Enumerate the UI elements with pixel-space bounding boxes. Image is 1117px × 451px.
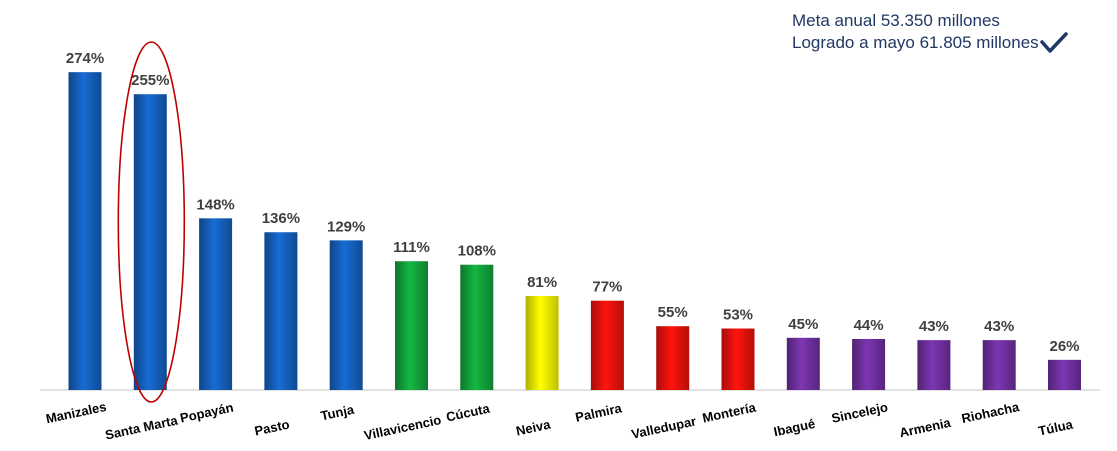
data-label: 43% (919, 318, 949, 335)
achieved-line: Logrado a mayo 61.805 millones (792, 32, 1112, 54)
goal-annotation: Meta anual 53.350 millones Logrado a may… (792, 10, 1112, 54)
bar-valledupar (656, 326, 690, 390)
achieved-text: Logrado a mayo 61.805 millones (792, 33, 1039, 52)
bar-riohacha (982, 340, 1016, 390)
data-label: 55% (658, 304, 688, 321)
bar-armenia (917, 340, 951, 390)
data-label: 274% (66, 50, 104, 67)
highlight-ellipse (117, 41, 186, 403)
data-label: 81% (527, 274, 557, 291)
category-tick-label: Manizales (44, 399, 107, 426)
bar-sincelejo (852, 338, 886, 390)
category-tick-label: Ibagué (772, 416, 816, 439)
bar-santa-marta (133, 94, 167, 390)
annual-goal-text: Meta anual 53.350 millones (792, 11, 1000, 30)
data-label: 255% (131, 72, 169, 89)
data-label: 129% (327, 218, 365, 235)
data-label: 44% (854, 317, 884, 334)
category-tick-label: Pasto (253, 417, 291, 439)
bar-popay-n (199, 218, 233, 390)
category-tick-label: Cúcuta (445, 401, 492, 425)
category-tick-label: Popayán (179, 400, 235, 426)
check-icon (1039, 32, 1068, 53)
category-tick-label: Túlua (1037, 416, 1075, 438)
category-tick-label: Neiva (515, 416, 553, 438)
bar-neiva (525, 296, 559, 390)
data-label: 26% (1049, 338, 1079, 355)
bar-tunja (329, 240, 363, 390)
data-label: 53% (723, 307, 753, 324)
category-tick-label: Montería (701, 399, 758, 425)
bar-villavicencio (395, 261, 428, 390)
data-label: 111% (393, 239, 430, 256)
category-tick-label: Armenia (898, 415, 953, 441)
data-label: 148% (196, 196, 234, 213)
category-tick-label: Sincelejo (830, 399, 889, 426)
category-tick-label: Valledupar (630, 413, 697, 441)
data-label: 77% (592, 279, 622, 296)
category-tick-label: Santa Marta (104, 412, 180, 442)
bar-pasto (264, 232, 298, 390)
category-tick-label: Riohacha (960, 399, 1021, 426)
data-label: 43% (984, 318, 1014, 335)
bar-c-cuta (460, 264, 494, 390)
bar-t-lua (1048, 359, 1081, 390)
bar-palmira (590, 300, 624, 390)
bar-manizales (68, 72, 102, 390)
bar-ibagu- (786, 337, 820, 390)
data-label: 45% (788, 316, 818, 333)
bar-monter-a (721, 328, 755, 390)
data-label: 108% (458, 243, 496, 260)
category-tick-label: Palmira (574, 400, 624, 425)
data-label: 136% (262, 210, 300, 227)
category-tick-label: Tunja (319, 402, 356, 424)
category-tick-label: Villavicencio (363, 412, 443, 443)
